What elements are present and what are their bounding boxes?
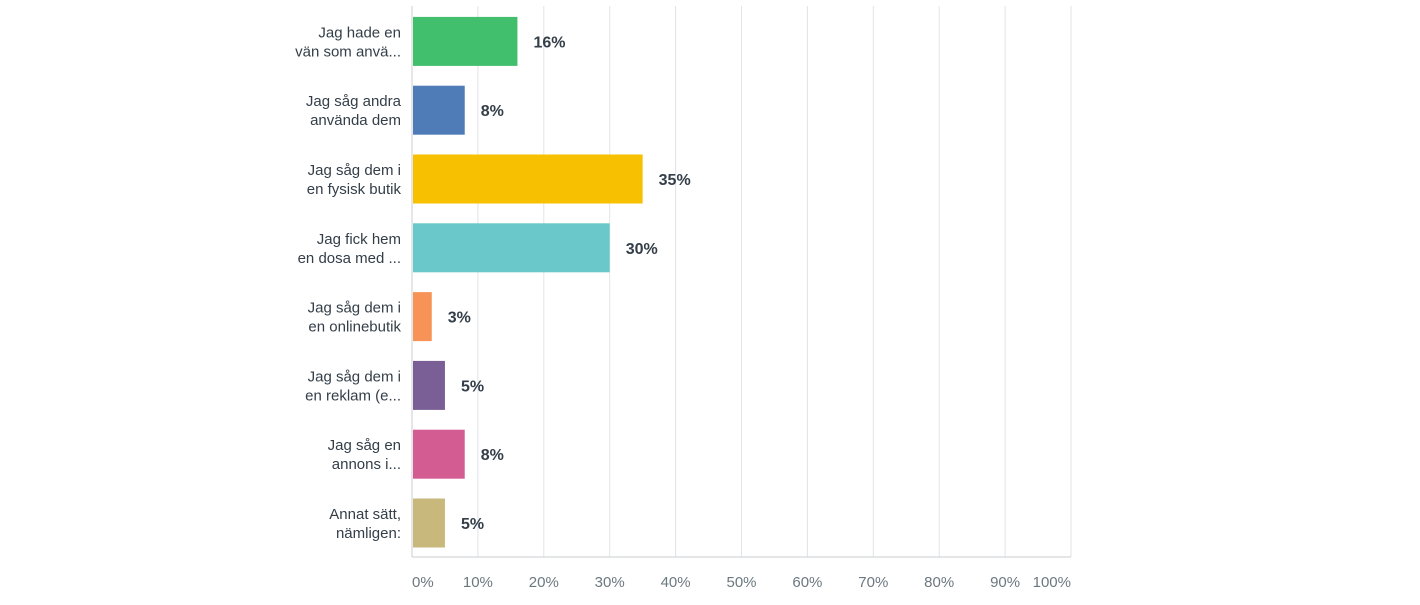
category-label-line: Jag såg dem i — [308, 300, 401, 317]
x-tick-label: 90% — [990, 574, 1020, 591]
category-label: Jag fick hem en dosa med ... — [298, 231, 401, 267]
category-label-line: annons i... — [332, 456, 401, 473]
category-label-line: Jag såg andra — [306, 93, 402, 110]
category-label-line: Jag såg dem i — [308, 368, 401, 385]
bar — [413, 85, 465, 135]
category-label: Jag såg dem i en onlinebutik — [308, 300, 402, 336]
category-label-line: en fysisk butik — [307, 181, 402, 198]
data-label: 5% — [461, 516, 484, 533]
bar — [413, 154, 643, 204]
x-tick-label: 10% — [463, 574, 493, 591]
data-label: 35% — [659, 172, 691, 189]
x-tick-label: 30% — [595, 574, 625, 591]
category-label: Jag såg en annons i... — [328, 437, 401, 473]
category-label-line: Jag hade en — [318, 24, 401, 41]
bar — [413, 292, 432, 342]
bar — [413, 16, 518, 66]
x-tick-label: 50% — [726, 574, 756, 591]
data-label: 8% — [481, 103, 504, 120]
category-label-line: vän som anvä... — [295, 43, 401, 60]
category-label: Annat sätt, nämligen: — [329, 506, 401, 542]
category-label: Jag såg dem i en fysisk butik — [307, 162, 402, 198]
category-label-line: en dosa med ... — [298, 250, 401, 267]
category-label-line: Jag såg dem i — [308, 162, 401, 179]
data-label: 16% — [533, 34, 565, 51]
category-label: Jag såg andra använda dem — [306, 93, 402, 129]
data-label: 3% — [448, 310, 471, 327]
bar — [413, 360, 445, 410]
x-tick-label: 70% — [858, 574, 888, 591]
x-tick-label: 40% — [661, 574, 691, 591]
category-label: Jag såg dem i en reklam (e... — [305, 368, 401, 404]
x-tick-label: 0% — [412, 574, 434, 591]
x-tick-label: 20% — [529, 574, 559, 591]
data-label: 8% — [481, 447, 504, 464]
data-label: 5% — [461, 378, 484, 395]
category-label-line: Jag fick hem — [317, 231, 401, 248]
x-tick-label: 80% — [924, 574, 954, 591]
bar — [413, 429, 465, 479]
bar — [413, 223, 610, 273]
category-label: Jag hade en vän som anvä... — [295, 24, 401, 60]
category-label-line: använda dem — [310, 112, 401, 129]
category-label-line: en reklam (e... — [305, 387, 401, 404]
bar — [413, 498, 445, 548]
data-label: 30% — [626, 241, 658, 258]
x-tick-label: 100% — [1033, 574, 1071, 591]
category-label-line: Annat sätt, — [329, 506, 401, 523]
x-tick-label: 60% — [792, 574, 822, 591]
category-label-line: en onlinebutik — [308, 319, 401, 336]
category-label-line: nämligen: — [336, 525, 401, 542]
category-label-line: Jag såg en — [328, 437, 401, 454]
